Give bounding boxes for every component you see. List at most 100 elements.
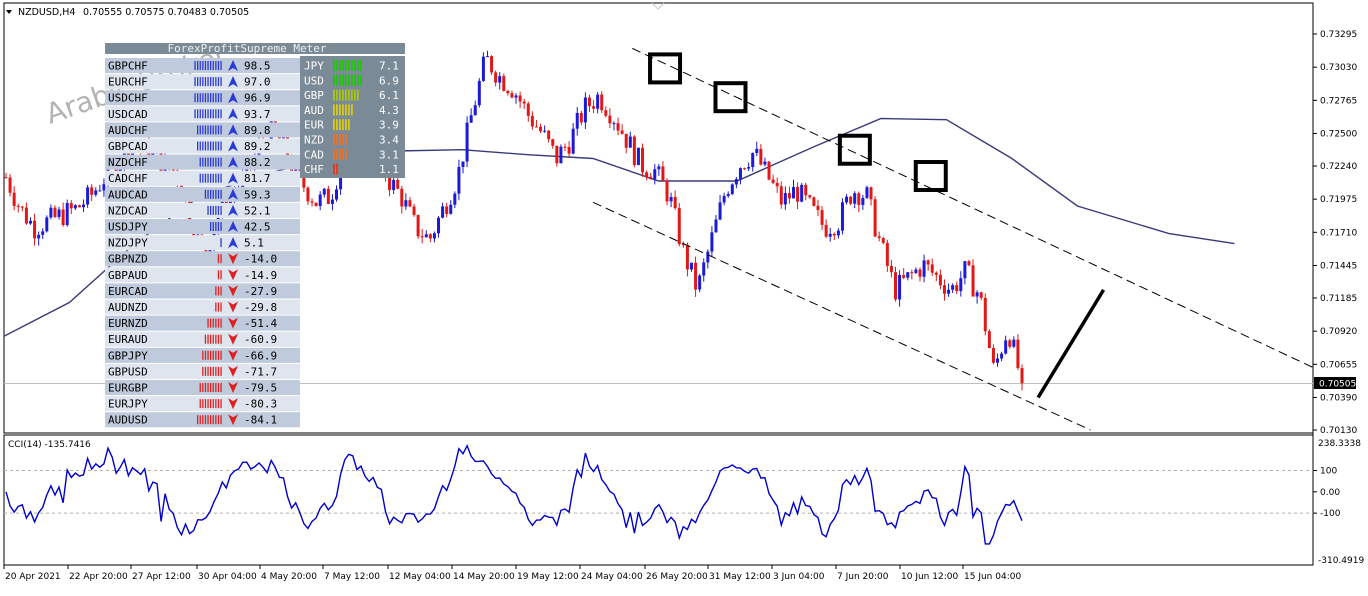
highlight-box [713, 81, 748, 114]
candle [469, 108, 473, 123]
candle [94, 187, 98, 197]
candle [437, 216, 441, 238]
candle [388, 174, 392, 197]
meter-row: AUDCAD 59.3 [105, 186, 300, 202]
candle [828, 227, 832, 242]
candle [477, 78, 481, 108]
cci-label: CCI(14) -135.7416 [8, 440, 91, 450]
meter-pair-label: NZDCHF [108, 156, 148, 169]
meter-pair-label: AUDUSD [108, 414, 148, 427]
candle [800, 182, 804, 203]
candle [98, 184, 102, 192]
time-tick-label: 30 Apr 04:00 [198, 572, 257, 582]
meter-row: EURAUD -60.9 [105, 331, 300, 347]
meter-row: AUDNZD -29.8 [105, 299, 300, 315]
candle [628, 131, 632, 148]
price-axis: 0.73295 0.73030 0.72765 0.72500 0.72240 0.719… [1313, 30, 1357, 436]
candle [996, 353, 1000, 367]
meter-pair-value: -60.9 [244, 333, 277, 346]
up-arrow-icon [228, 92, 238, 104]
meter-pair-value: 97.0 [244, 76, 271, 89]
candle [526, 101, 530, 122]
currency-name: GBP [304, 89, 324, 102]
price-tick-label: 0.71445 [1320, 261, 1357, 271]
cci-level-label: 0.00 [1320, 488, 1340, 498]
candle [539, 123, 543, 133]
candle [751, 152, 755, 172]
highlight-box [648, 52, 683, 85]
currency-row: AUD 4.3 [304, 104, 399, 117]
candle [710, 226, 714, 258]
candle [914, 267, 918, 275]
candle [522, 98, 526, 110]
currency-name: JPY [304, 60, 324, 73]
candle [804, 182, 808, 201]
time-tick-label: 12 May 04:00 [389, 572, 451, 582]
candle [61, 202, 65, 227]
candle [910, 269, 914, 280]
meter-pair-value: 52.1 [244, 204, 271, 217]
meter-row: AUDCHF 89.8 [105, 122, 300, 138]
candle [747, 162, 751, 172]
candle [481, 52, 485, 82]
currency-name: CHF [304, 163, 324, 176]
meter-pair-label: EURGBP [108, 382, 148, 395]
candle [653, 163, 657, 185]
time-tick-label: 19 May 12:00 [517, 572, 579, 582]
candle [20, 206, 24, 212]
candle [33, 213, 37, 246]
meter-row: GBPCHF 98.5 [105, 58, 300, 74]
meter-row: EURNZD -51.4 [105, 315, 300, 331]
scroll-marker-icon[interactable] [651, 2, 665, 10]
down-arrow-icon [228, 317, 238, 329]
meter-row: NZDJPY 5.1 [105, 235, 300, 251]
meter-pair-value: -84.1 [244, 414, 277, 427]
candle [567, 141, 571, 157]
meter-pair-label: GBPAUD [108, 269, 148, 282]
candle [849, 195, 853, 206]
candle [938, 269, 942, 290]
candle [37, 231, 41, 246]
candle [955, 281, 959, 295]
candle [420, 228, 424, 244]
candle [853, 191, 857, 209]
down-arrow-icon [228, 253, 238, 265]
meter-pair-label: CADCHF [108, 172, 148, 185]
menu-triangle-icon[interactable] [6, 10, 12, 14]
candle [453, 191, 457, 209]
meter-pair-value: -27.9 [244, 285, 277, 298]
candle [449, 200, 453, 215]
up-arrow-icon [228, 108, 238, 120]
meter-pair-label: EURNZD [108, 317, 148, 330]
candle [1000, 351, 1004, 362]
currency-name: EUR [304, 119, 324, 132]
candle [102, 178, 106, 197]
currency-row: USD 6.9 [304, 74, 399, 87]
candle [632, 135, 636, 168]
candle [881, 236, 885, 245]
highlight-box [913, 160, 948, 193]
meter-row: EURCAD -27.9 [105, 283, 300, 299]
time-tick-label: 3 Jun 04:00 [773, 572, 825, 582]
candle [698, 273, 702, 293]
meter-pair-value: 88.2 [244, 156, 271, 169]
candle [645, 170, 649, 181]
candle [657, 164, 661, 176]
meter-pair-label: USDCAD [108, 108, 148, 121]
time-tick-label: 26 May 20:00 [646, 572, 708, 582]
candle [1008, 338, 1012, 349]
candle [498, 72, 502, 90]
candle [832, 232, 836, 241]
candle [506, 89, 510, 96]
candle [922, 254, 926, 283]
candle [551, 138, 555, 149]
candle [673, 190, 677, 210]
meter-pair-value: 81.7 [244, 172, 271, 185]
candle [694, 256, 698, 297]
currency-name: USD [304, 74, 324, 87]
currency-row: CAD 3.1 [304, 148, 399, 161]
candle [555, 145, 559, 167]
candle [432, 231, 436, 243]
candle [90, 184, 94, 202]
candle [457, 159, 461, 201]
